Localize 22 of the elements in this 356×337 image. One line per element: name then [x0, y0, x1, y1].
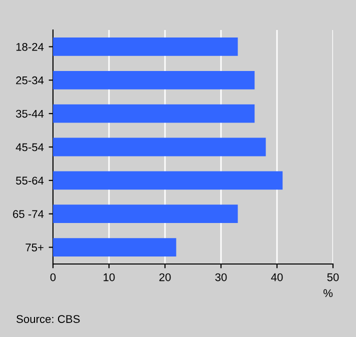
x-tick-label: 40	[271, 273, 283, 282]
y-tick-label: 75+	[26, 244, 44, 252]
bar	[53, 70, 255, 90]
x-tick-label: 50	[327, 273, 339, 282]
bar	[53, 238, 176, 256]
y-tick-label: 55-64	[16, 176, 44, 185]
bar	[53, 171, 283, 190]
bar	[53, 204, 238, 224]
x-tick-label: 30	[215, 273, 227, 282]
y-tick-label: 25-34	[16, 76, 44, 84]
y-tick-label: 65 -74	[13, 210, 44, 218]
bar	[53, 104, 255, 123]
y-tick-label: 35-44	[16, 110, 44, 118]
source-note: Source: CBS	[16, 315, 80, 323]
x-axis-title: %	[324, 289, 333, 298]
bar	[53, 138, 266, 156]
y-tick-label: 45-54	[16, 143, 44, 152]
x-tick-label: 0	[50, 273, 56, 282]
x-tick-label: 20	[159, 273, 171, 282]
y-tick-label: 18-24	[16, 42, 44, 51]
x-tick-label: 10	[104, 273, 115, 282]
bar	[53, 38, 238, 56]
